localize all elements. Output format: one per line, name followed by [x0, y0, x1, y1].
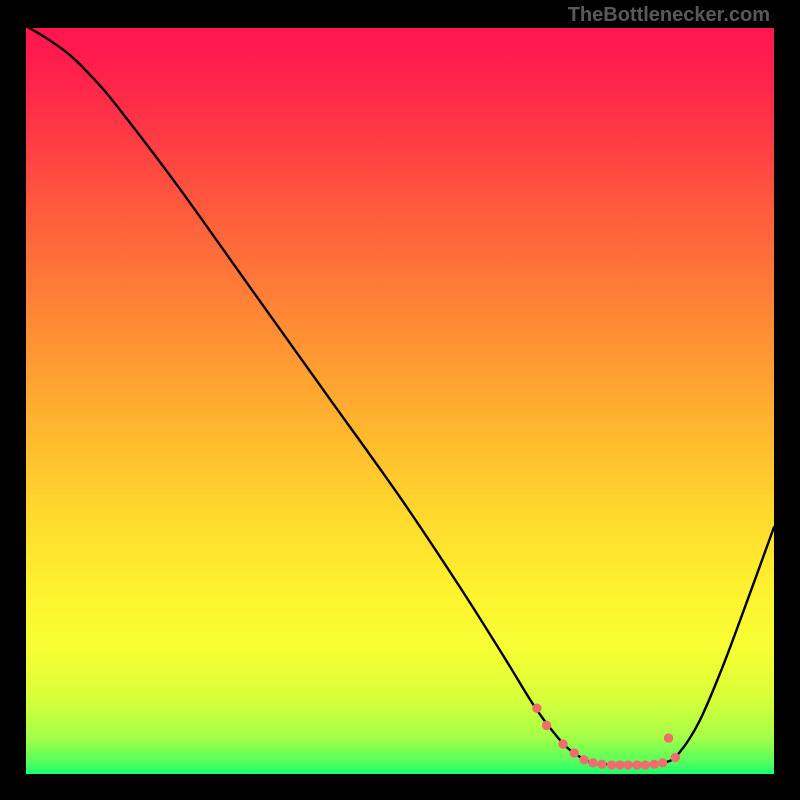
marker-point	[533, 704, 541, 712]
marker-point	[616, 761, 624, 769]
marker-point	[650, 760, 658, 768]
marker-point	[580, 756, 588, 764]
marker-point	[624, 761, 632, 769]
marker-point	[542, 721, 550, 729]
marker-point	[641, 761, 649, 769]
bottleneck-curve	[26, 26, 774, 765]
marker-point	[559, 740, 567, 748]
watermark-text: TheBottlenecker.com	[568, 4, 770, 27]
marker-point	[633, 761, 641, 769]
marker-point	[607, 761, 615, 769]
chart-frame: TheBottlenecker.com	[0, 0, 800, 800]
plot-area	[26, 26, 774, 774]
marker-group	[533, 704, 680, 769]
marker-point	[664, 734, 672, 742]
marker-point	[570, 749, 578, 757]
marker-point	[671, 753, 679, 761]
marker-point	[589, 759, 597, 767]
curve-layer	[26, 26, 774, 774]
plot-top-border	[26, 26, 774, 28]
marker-point	[658, 759, 666, 767]
marker-point	[598, 760, 606, 768]
